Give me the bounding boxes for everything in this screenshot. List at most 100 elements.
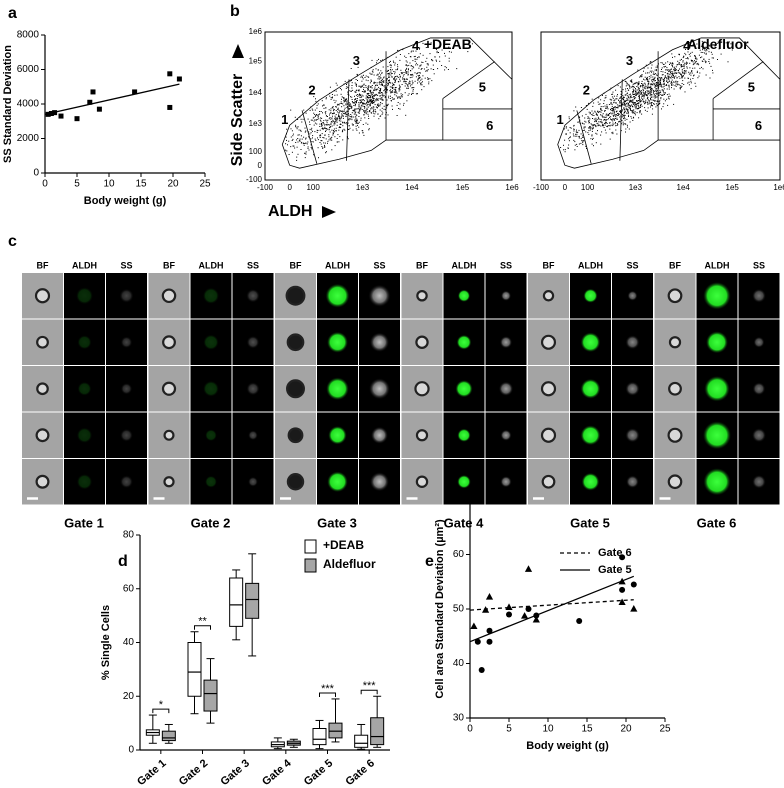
event [381, 97, 383, 99]
event [295, 142, 297, 143]
event [684, 91, 686, 93]
event [657, 77, 658, 79]
event [630, 99, 631, 101]
event [367, 111, 369, 113]
event [415, 76, 417, 78]
event [681, 85, 683, 87]
event [347, 87, 349, 89]
panel-letter: c [8, 233, 17, 250]
event [411, 68, 413, 70]
event [630, 95, 632, 97]
event [671, 79, 673, 81]
event [394, 89, 396, 91]
event [313, 116, 315, 118]
event [628, 96, 630, 98]
event [613, 109, 614, 111]
event [634, 83, 636, 85]
event [392, 88, 394, 89]
event [366, 109, 368, 110]
event [377, 74, 379, 76]
event [651, 79, 653, 80]
ss-signal [369, 332, 390, 352]
event [348, 108, 350, 110]
event [684, 62, 686, 64]
event [397, 102, 399, 103]
event [624, 80, 626, 82]
event [369, 110, 371, 112]
event [595, 119, 597, 121]
channel-label: ALDH [325, 260, 350, 270]
event [317, 139, 319, 141]
event [437, 68, 439, 70]
event [323, 128, 325, 129]
channel-label: SS [500, 260, 512, 270]
event [397, 49, 399, 51]
event [675, 70, 677, 71]
event [672, 56, 673, 58]
y-tick-label: 80 [123, 530, 135, 541]
event [686, 61, 687, 63]
event [653, 79, 655, 81]
event [713, 44, 715, 46]
event [662, 90, 664, 92]
event [334, 94, 336, 96]
event [646, 77, 648, 79]
event [339, 116, 341, 118]
event [348, 118, 350, 120]
event [678, 84, 680, 86]
gate-label: 6 [755, 118, 762, 133]
event [655, 66, 657, 68]
event [679, 77, 681, 79]
event [633, 112, 634, 114]
ss-signal [499, 336, 513, 349]
event [603, 116, 605, 118]
event [613, 115, 615, 117]
event [656, 74, 658, 76]
event [334, 131, 335, 133]
event [637, 84, 639, 86]
event [382, 99, 384, 101]
event [328, 134, 330, 136]
gate-label: Gate 3 [317, 515, 357, 530]
box [229, 577, 244, 627]
event [362, 99, 364, 101]
event [632, 99, 634, 101]
event [632, 91, 634, 93]
event [600, 114, 601, 116]
event [628, 107, 630, 109]
event [668, 71, 670, 73]
x-axis-label: ALDH [268, 203, 312, 220]
event [379, 93, 381, 94]
event [376, 60, 378, 62]
event [626, 112, 628, 114]
event [627, 109, 629, 111]
event [412, 60, 414, 62]
event [665, 84, 667, 86]
event [704, 60, 706, 62]
event [618, 113, 620, 115]
event [300, 129, 302, 131]
event [673, 88, 675, 90]
x-axis-label: Body weight (g) [526, 740, 609, 752]
aldh-signal [703, 468, 731, 496]
event [369, 101, 371, 103]
event [611, 113, 613, 115]
event [644, 92, 646, 94]
event [674, 72, 676, 74]
event [396, 76, 398, 77]
event [677, 60, 679, 62]
event [650, 102, 652, 104]
event [296, 128, 298, 130]
event [677, 64, 679, 65]
event [603, 119, 605, 120]
event [582, 130, 584, 131]
event [626, 84, 628, 86]
event [318, 118, 320, 120]
event [668, 98, 670, 100]
aldh-signal [205, 429, 217, 442]
y-tick-label: 0 [258, 161, 263, 170]
gate-label: 1 [557, 112, 564, 127]
event [686, 62, 688, 64]
event [338, 112, 340, 114]
event-cloud [285, 41, 473, 161]
